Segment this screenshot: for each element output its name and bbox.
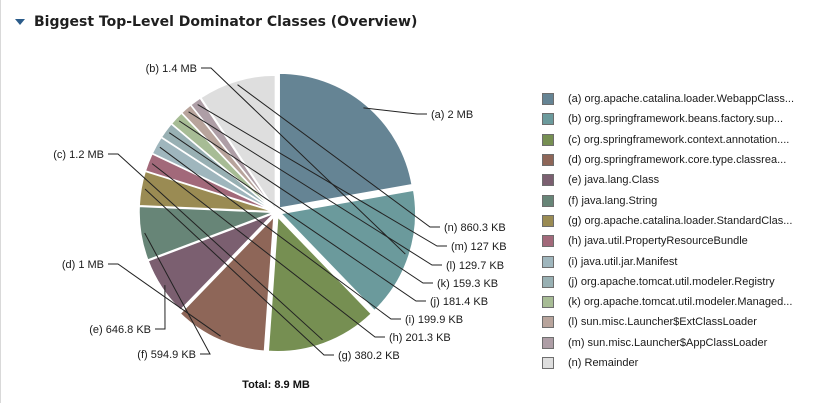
slice-label-a: (a) 2 MB [431, 109, 473, 121]
legend-label-f: (f) java.lang.String [568, 194, 658, 207]
pie-slice-b[interactable] [279, 189, 417, 312]
legend-swatch-b [542, 113, 554, 126]
pie-slice-a[interactable] [278, 72, 414, 210]
legend-item-j[interactable]: (j) org.apache.tomcat.util.modeler.Regis… [542, 272, 817, 292]
legend-swatch-n [542, 357, 554, 369]
triangle-down-icon[interactable] [15, 19, 25, 25]
leader-line-l [188, 111, 442, 266]
legend-label-j: (j) org.apache.tomcat.util.modeler.Regis… [568, 275, 775, 288]
slice-label-g: (g) 380.2 KB [338, 350, 400, 362]
legend-label-c: (c) org.springframework.context.annotati… [568, 133, 790, 146]
legend-swatch-k [542, 296, 554, 309]
legend-swatch-l [542, 316, 554, 329]
legend-label-d: (d) org.springframework.core.type.classr… [568, 154, 787, 167]
leader-line-i [159, 146, 401, 320]
legend-item-n[interactable]: (n) Remainder [542, 353, 817, 373]
legend-swatch-h [542, 235, 554, 248]
section-header: Biggest Top-Level Dominator Classes (Ove… [15, 12, 417, 32]
legend-swatch-j [542, 275, 554, 288]
leader-line-b [201, 67, 406, 255]
legend-label-h: (h) java.util.PropertyResourceBundle [568, 235, 748, 248]
legend-item-d[interactable]: (d) org.springframework.core.type.classr… [542, 150, 817, 170]
legend-label-e: (e) java.lang.Class [568, 174, 660, 187]
legend-label-k: (k) org.apache.tomcat.util.modeler.Manag… [568, 296, 793, 309]
leader-line-m [197, 104, 447, 247]
legend-item-g[interactable]: (g) org.apache.catalina.loader.StandardC… [542, 211, 817, 231]
pie-slice-c[interactable] [267, 214, 373, 353]
slice-label-n: (n) 860.3 KB [444, 222, 506, 234]
legend-item-m[interactable]: (m) sun.misc.Launcher$AppClassLoader [542, 333, 817, 353]
legend-swatch-i [542, 255, 554, 268]
leader-line-k [178, 120, 433, 284]
legend-label-g: (g) org.apache.catalina.loader.StandardC… [568, 214, 793, 227]
pie-chart: (a) 2 MB (b) 1.4 MB (c) 1.2 MB (d) 1 MB (e) … [53, 63, 507, 391]
slice-label-b: (b) 1.4 MB [146, 63, 197, 75]
legend-item-i[interactable]: (i) java.util.jar.Manifest [542, 251, 817, 271]
pie-slice-d[interactable] [179, 214, 275, 353]
slice-label-k: (k) 159.3 KB [437, 278, 498, 290]
slice-label-e: (e) 646.8 KB [89, 324, 151, 336]
slice-label-d: (d) 1 MB [62, 259, 104, 271]
legend-item-h[interactable]: (h) java.util.PropertyResourceBundle [542, 231, 817, 251]
slice-label-f: (f) 594.9 KB [137, 349, 196, 361]
legend-item-k[interactable]: (k) org.apache.tomcat.util.modeler.Manag… [542, 292, 817, 312]
legend-swatch-a [542, 93, 554, 106]
slice-label-i: (i) 199.9 KB [405, 314, 463, 326]
legend-item-e[interactable]: (e) java.lang.Class [542, 170, 817, 190]
legend-item-f[interactable]: (f) java.lang.String [542, 190, 817, 210]
leader-line-g [144, 188, 334, 356]
leader-line-j [168, 132, 426, 302]
leader-line-d [108, 263, 221, 337]
legend-item-c[interactable]: (c) org.springframework.context.annotati… [542, 130, 817, 150]
legend-label-n: (n) Remainder [568, 357, 639, 369]
leader-line-c [108, 153, 323, 341]
leader-line-f [144, 232, 211, 355]
slice-label-m: (m) 127 KB [451, 241, 507, 253]
legend-swatch-f [542, 194, 554, 207]
leader-line-n [237, 84, 440, 228]
legend-label-l: (l) sun.misc.Launcher$ExtClassLoader [568, 316, 757, 329]
chart-legend: (a) org.apache.catalina.loader.WebappCla… [542, 89, 817, 373]
legend-swatch-e [542, 174, 554, 187]
section-title: Biggest Top-Level Dominator Classes (Ove… [34, 14, 418, 30]
pie-slice-e[interactable] [147, 212, 275, 312]
slice-label-j: (j) 181.4 KB [430, 296, 488, 308]
legend-item-b[interactable]: (b) org.springframework.beans.factory.su… [542, 109, 817, 129]
legend-swatch-c [542, 133, 554, 146]
legend-swatch-g [542, 214, 554, 227]
legend-label-a: (a) org.apache.catalina.loader.WebappCla… [568, 93, 795, 106]
legend-label-b: (b) org.springframework.beans.factory.su… [568, 113, 783, 126]
legend-label-i: (i) java.util.jar.Manifest [568, 255, 678, 268]
leader-line-e [155, 285, 166, 330]
slice-label-c: (c) 1.2 MB [53, 149, 104, 161]
slice-label-h: (h) 201.3 KB [389, 332, 451, 344]
legend-label-m: (m) sun.misc.Launcher$AppClassLoader [568, 336, 768, 349]
leader-line-a [363, 107, 427, 115]
legend-swatch-d [542, 154, 554, 167]
legend-item-a[interactable]: (a) org.apache.catalina.loader.WebappCla… [542, 89, 817, 109]
leader-line-h [151, 163, 385, 338]
legend-swatch-m [542, 336, 554, 349]
total-label: Total: 8.9 MB [242, 379, 310, 391]
slice-label-l: (l) 129.7 KB [446, 260, 504, 272]
legend-item-l[interactable]: (l) sun.misc.Launcher$ExtClassLoader [542, 312, 817, 332]
